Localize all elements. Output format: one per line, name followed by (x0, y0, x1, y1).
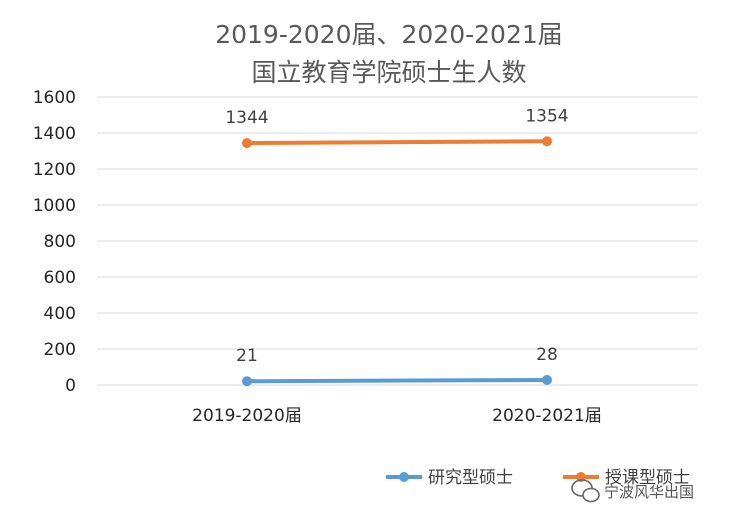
series-line (245, 377, 549, 384)
data-label: 21 (236, 346, 258, 366)
legend-swatch-marker (399, 472, 409, 482)
data-point (242, 376, 252, 387)
data-point (542, 136, 552, 147)
x-category-label: 2019-2020届 (192, 406, 302, 426)
y-tick-label: 1000 (33, 196, 76, 216)
data-label: 1354 (525, 106, 568, 126)
gridlines (97, 96, 697, 386)
series-line (245, 139, 549, 146)
data-point (242, 138, 252, 149)
x-category-label: 2020-2021届 (492, 406, 602, 426)
y-tick-label: 0 (65, 376, 76, 396)
data-label: 1344 (225, 108, 268, 128)
series-2: 1344 1354 (225, 106, 569, 149)
watermark: 宁波风华出国 (571, 479, 694, 503)
chart-title-line2: 国立教育学院硕士生人数 (251, 58, 526, 87)
y-tick-label: 1400 (33, 124, 76, 144)
y-tick-label: 400 (44, 304, 76, 324)
y-tick-label: 200 (44, 340, 76, 360)
y-tick-label: 600 (44, 268, 76, 288)
legend: 研究型硕士 授课型硕士 (386, 468, 690, 488)
chart-title-line1: 2019-2020届、2020-2021届 (215, 20, 563, 49)
legend-item: 研究型硕士 (386, 468, 513, 488)
data-label: 28 (536, 345, 558, 365)
y-tick-label: 1600 (33, 88, 76, 108)
y-tick-label: 1200 (33, 160, 76, 180)
legend-label: 授课型硕士 (605, 468, 690, 488)
legend-label: 研究型硕士 (428, 468, 513, 488)
watermark-text: 宁波风华出国 (604, 483, 694, 501)
y-axis-ticks: 0 200 400 600 800 1000 1200 1400 1600 (33, 88, 76, 396)
y-tick-label: 800 (44, 232, 76, 252)
series-layer: 21 28 1344 1354 (225, 106, 569, 387)
x-axis-categories: 2019-2020届 2020-2021届 (192, 406, 602, 426)
series-1: 21 28 (236, 345, 558, 387)
legend-item: 授课型硕士 (563, 468, 690, 488)
data-point (542, 374, 552, 385)
wechat-bubble-icon (571, 479, 600, 503)
